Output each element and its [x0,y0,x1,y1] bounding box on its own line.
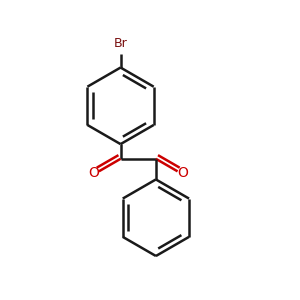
Text: O: O [88,166,99,180]
Text: Br: Br [114,37,128,50]
Text: O: O [177,166,188,180]
